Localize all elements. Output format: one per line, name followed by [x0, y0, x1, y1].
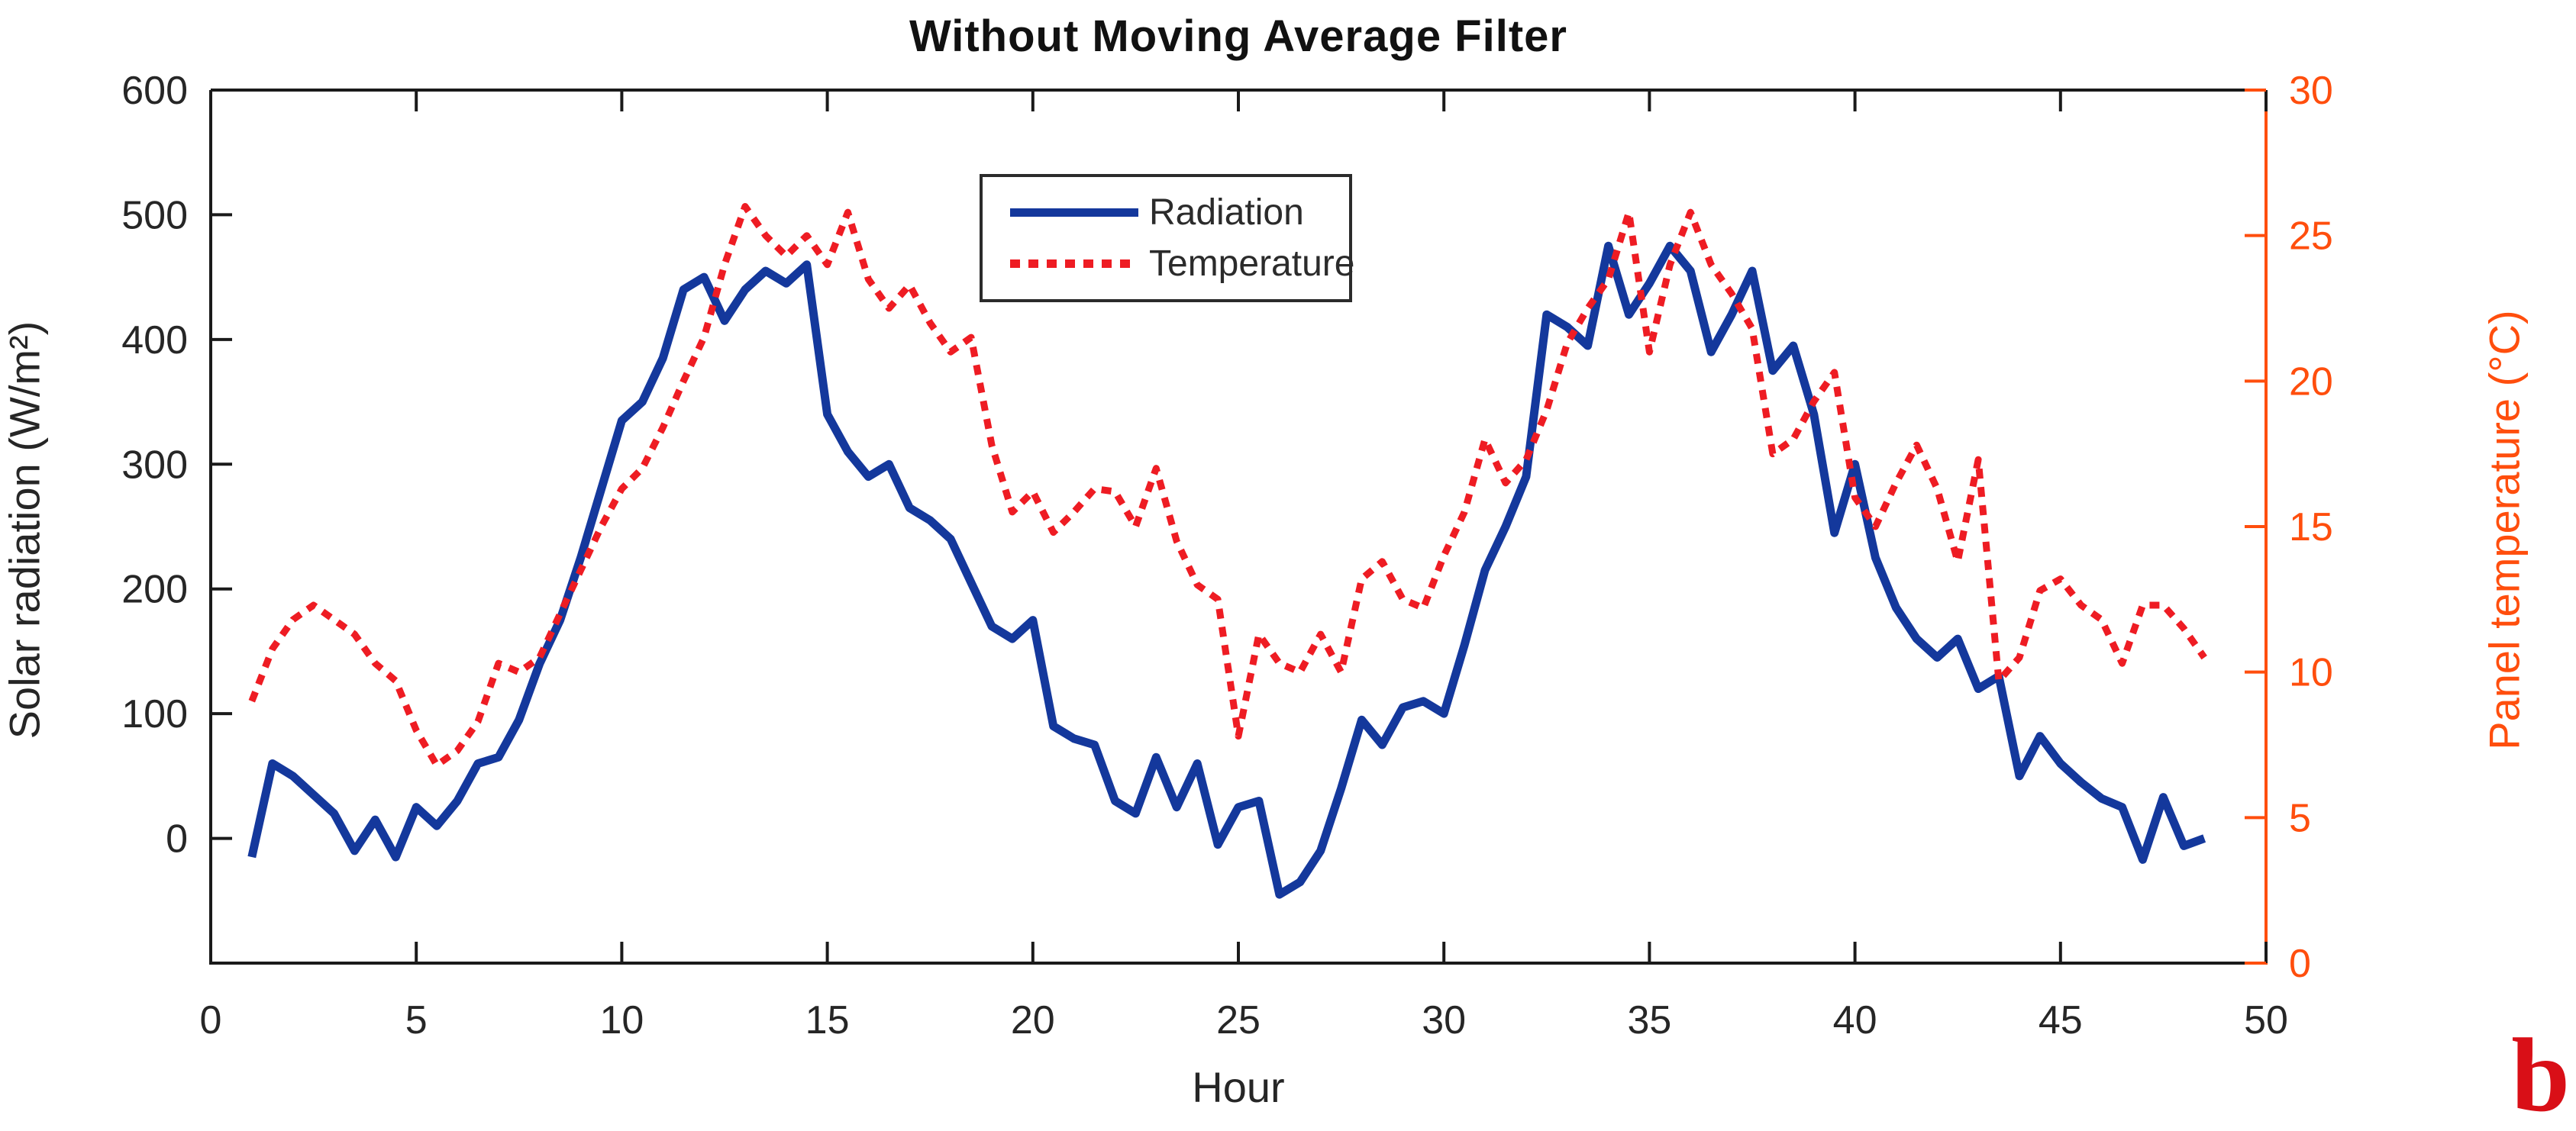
right-tick-label: 10: [2289, 651, 2333, 695]
x-tick-label: 20: [1011, 998, 1055, 1042]
right-tick-label: 15: [2289, 505, 2333, 549]
x-tick-label: 5: [405, 998, 428, 1042]
temperature-line: [248, 203, 2207, 769]
right-tick-label: 5: [2289, 796, 2311, 840]
left-tick-label: 200: [121, 568, 188, 612]
temperature-line-sample-icon: [1010, 259, 1138, 269]
x-axis-label: Hour: [1192, 1063, 1285, 1111]
legend-label-temperature: Temperature: [1149, 243, 1355, 285]
left-tick-label: 500: [121, 193, 188, 237]
legend-row-temperature: Temperature: [983, 243, 1354, 285]
left-tick-label: 600: [121, 69, 188, 113]
right-tick-label: 25: [2289, 214, 2333, 259]
left-tick-label: 400: [121, 318, 188, 362]
left-tick-label: 100: [121, 692, 188, 736]
left-tick-label: 0: [166, 817, 188, 862]
right-tick-label: 30: [2289, 69, 2333, 113]
legend-label-radiation: Radiation: [1149, 192, 1304, 233]
radiation-line: [247, 241, 2206, 899]
x-tick-label: 40: [1833, 998, 1877, 1042]
left-tick-label: 300: [121, 443, 188, 487]
subfigure-letter: b: [2511, 1017, 2570, 1131]
x-tick-label: 0: [200, 998, 222, 1042]
x-tick-label: 25: [1216, 998, 1261, 1042]
right-axis-label: Panel temperature (°C): [2480, 310, 2529, 750]
radiation-line-sample-icon: [1010, 208, 1138, 217]
x-tick-label: 10: [599, 998, 644, 1042]
left-axis-label: Solar radiation (W/m²): [0, 321, 49, 740]
x-tick-label: 45: [2039, 998, 2083, 1042]
right-tick-label: 0: [2289, 942, 2311, 986]
chart-title: Without Moving Average Filter: [909, 11, 1567, 61]
x-tick-label: 35: [1627, 998, 1671, 1042]
x-tick-label: 50: [2244, 998, 2288, 1042]
right-tick-label: 20: [2289, 359, 2333, 404]
legend-box: Radiation Temperature: [980, 174, 1354, 302]
x-tick-label: 15: [805, 998, 850, 1042]
legend-row-radiation: Radiation: [983, 192, 1349, 234]
x-tick-label: 30: [1422, 998, 1466, 1042]
